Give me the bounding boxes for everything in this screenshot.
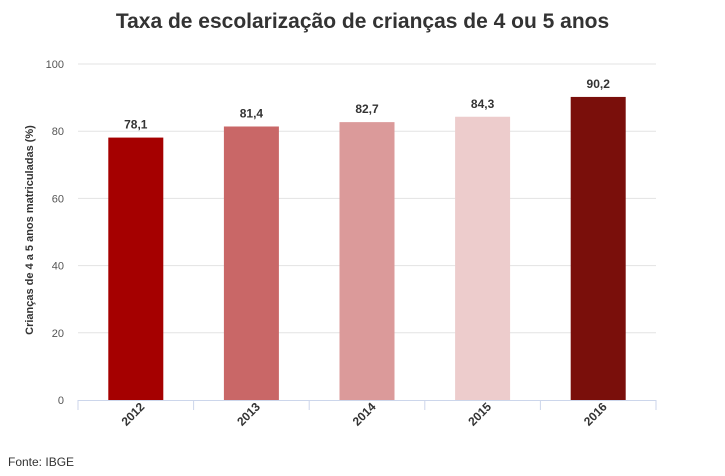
bar-2016[interactable] bbox=[570, 96, 626, 400]
bar-2013[interactable] bbox=[223, 126, 279, 400]
x-tick-label: 2014 bbox=[350, 400, 379, 429]
x-axis: 2012 2013 2014 2015 2016 bbox=[77, 400, 657, 429]
y-tick-label: 20 bbox=[52, 328, 64, 340]
source-note: Fonte: IBGE bbox=[8, 455, 75, 469]
value-label: 78,1 bbox=[124, 118, 148, 132]
y-tick-label: 80 bbox=[52, 126, 64, 138]
y-tick-label: 40 bbox=[52, 261, 64, 273]
chart-title: Taxa de escolarização de crianças de 4 o… bbox=[115, 10, 610, 33]
bar-2012[interactable] bbox=[108, 137, 164, 401]
value-label: 84,3 bbox=[471, 97, 495, 111]
x-tick-label: 2013 bbox=[234, 400, 263, 429]
x-tick-label: 2012 bbox=[119, 400, 148, 429]
x-tick-label: 2016 bbox=[581, 400, 610, 429]
value-label: 82,7 bbox=[355, 102, 379, 116]
x-tick-label: 2015 bbox=[465, 400, 494, 429]
bars: 78,1 81,4 82,7 84,3 90,2 bbox=[108, 77, 626, 401]
y-tick-label: 0 bbox=[58, 395, 64, 407]
bar-2015[interactable] bbox=[455, 116, 511, 400]
y-tick-label: 60 bbox=[52, 193, 64, 205]
bar-2014[interactable] bbox=[339, 122, 395, 401]
value-label: 81,4 bbox=[240, 106, 264, 120]
value-label: 90,2 bbox=[587, 77, 611, 91]
y-tick-label: 100 bbox=[46, 59, 64, 71]
